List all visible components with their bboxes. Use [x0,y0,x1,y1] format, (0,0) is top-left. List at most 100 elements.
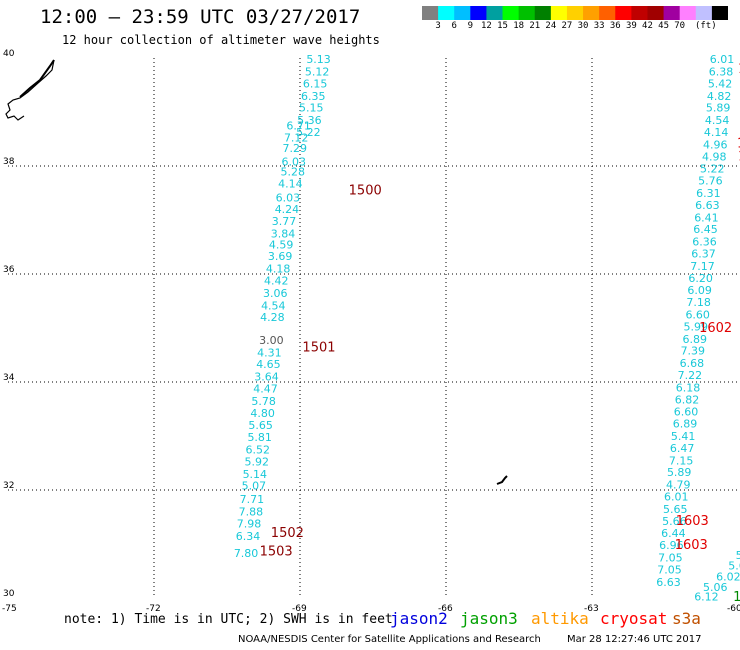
swh-value-east: 4.54 [705,114,730,127]
colorbar-label: 33 [593,21,605,31]
lon-tick-label: -66 [438,604,453,614]
colorbar-labels: 3 6 9 12 15 18 21 24 27 30 33 36 39 42 45 70 (ft) [422,21,740,35]
lat-tick-label: 38 [3,157,15,167]
colorbar-swatch [470,6,487,20]
pass-label: 1603 [676,514,709,529]
lon-tick-label: -69 [292,604,307,614]
swh-value-east: 4.98 [702,150,727,163]
axis-tick-labels: -75 -72 -69 -66 -63 -60 30 32 34 36 38 40 [2,49,740,614]
swh-value-east: 6.20 [688,272,713,285]
colorbar-swatch [566,6,584,20]
swh-value-west-top: 6.35 [301,90,326,103]
coastline [5,59,508,485]
colorbar-label: 39 [625,21,637,31]
swh-value-east: 4.82 [707,90,732,103]
pass-label: 160 [738,62,740,77]
swh-value-east: 6.82 [675,393,700,406]
swh-value-east: 6.01 [664,490,689,503]
colorbar-swatch [534,6,552,20]
colorbar-swatch [486,6,504,20]
pass-label: 1502 [271,526,304,541]
swh-value-east: 7.17 [690,260,715,273]
swh-value-east: 7.18 [686,296,711,309]
swh-value-east: 6.38 [709,66,734,79]
swh-value-far-east: 5.58 [736,549,740,562]
pass-label: 1602 [699,321,732,336]
swh-value-west: 6.03 [276,191,301,204]
swh-value-far-east: 5.06 [703,581,728,594]
colorbar-label: 27 [561,21,573,31]
swh-value-west-top: 5.36 [297,114,322,127]
pass-label: 160 [738,149,740,164]
swh-value-west: 4.28 [260,311,285,324]
swh-value-east: 6.41 [694,211,719,224]
swh-value-east: 6.37 [691,247,716,260]
swh-value-west: 7.12 [284,131,309,144]
swh-value-east: 6.60 [674,406,699,419]
swh-value-east: 6.31 [696,187,721,200]
colorbar-swatch [599,6,616,20]
swh-value-east: 5.76 [698,175,723,188]
legend-altika: altika [531,609,589,628]
swh-value-east: 6.63 [656,576,681,589]
swh-value-east: 6.09 [687,284,712,297]
page-subtitle: 12 hour collection of altimeter wave hei… [62,33,380,47]
swh-value-east: 6.89 [673,418,698,431]
wave-height-values: 6.717.127.296.035.284.146.034.243.773.84… [234,53,740,603]
legend-jason3: jason3 [460,609,518,628]
swh-value-west: 4.14 [278,177,303,190]
colorbar-label: 18 [513,21,525,31]
pass-label: 1603 [675,538,708,553]
credit-line: NOAA/NESDIS Center for Satellite Applica… [238,634,541,645]
colorbar-swatch [438,6,455,20]
swh-value-east: 5.99 [683,320,708,333]
swh-value-west: 7.29 [282,142,307,155]
swh-value-east: 5.22 [700,163,725,176]
swh-value-east: 5.41 [671,430,696,443]
swh-value-west-top: 6.15 [303,77,328,90]
swh-value-west: 5.28 [281,165,306,178]
swh-value-west: 4.54 [261,299,286,312]
lat-tick-label: 30 [3,589,15,599]
colorbar-swatch [615,6,632,20]
swh-value-east: 7.39 [681,345,706,358]
swh-value-west: 5.92 [245,455,270,468]
colorbar-label: 70 [674,21,686,31]
swh-value-east: 7.22 [678,369,703,382]
swh-value-east: 6.44 [661,527,686,540]
swh-value-west: 4.65 [256,358,281,371]
swh-value-west: 4.80 [250,407,274,420]
swh-value-west: 3.84 [271,228,296,241]
pass-label: 1503 [260,545,293,560]
colorbar-swatch [711,6,728,20]
swh-value-east: 5.65 [663,503,688,516]
colorbar-swatch [502,6,520,20]
lon-tick-label: -63 [584,604,599,614]
swh-value-west: 4.18 [266,263,291,276]
swh-value-west: 3.06 [263,287,288,300]
colorbar-label: 45 [658,21,669,31]
swh-value-west: 7.80 [234,547,259,560]
swh-value-west: 3.77 [272,215,297,228]
swh-value-east: 4.79 [666,479,691,492]
lon-tick-label: -75 [2,604,17,614]
colorbar-swatch [550,6,568,20]
colorbar-label: 24 [545,21,557,31]
swh-value-west-top: 5.15 [299,102,324,115]
lat-tick-label: 40 [3,49,15,59]
swh-value-west: 5.65 [248,419,273,432]
swh-value-west: 7.88 [239,506,264,519]
swh-value-east: 7.15 [669,454,694,467]
swh-value-west: 5.81 [247,431,272,444]
colorbar-label: 6 [451,21,457,31]
colorbar-label: 15 [497,21,508,31]
swh-value-east: 6.63 [695,199,720,212]
island-bermuda [496,475,508,485]
colorbar-label: 3 [435,21,441,31]
colorbar-label: 42 [642,21,653,31]
swh-value-east: 7.05 [657,563,682,576]
swh-value-east: 7.05 [658,552,683,565]
swh-value-west: 4.24 [275,203,300,216]
swh-value-west: 5.78 [251,395,275,408]
